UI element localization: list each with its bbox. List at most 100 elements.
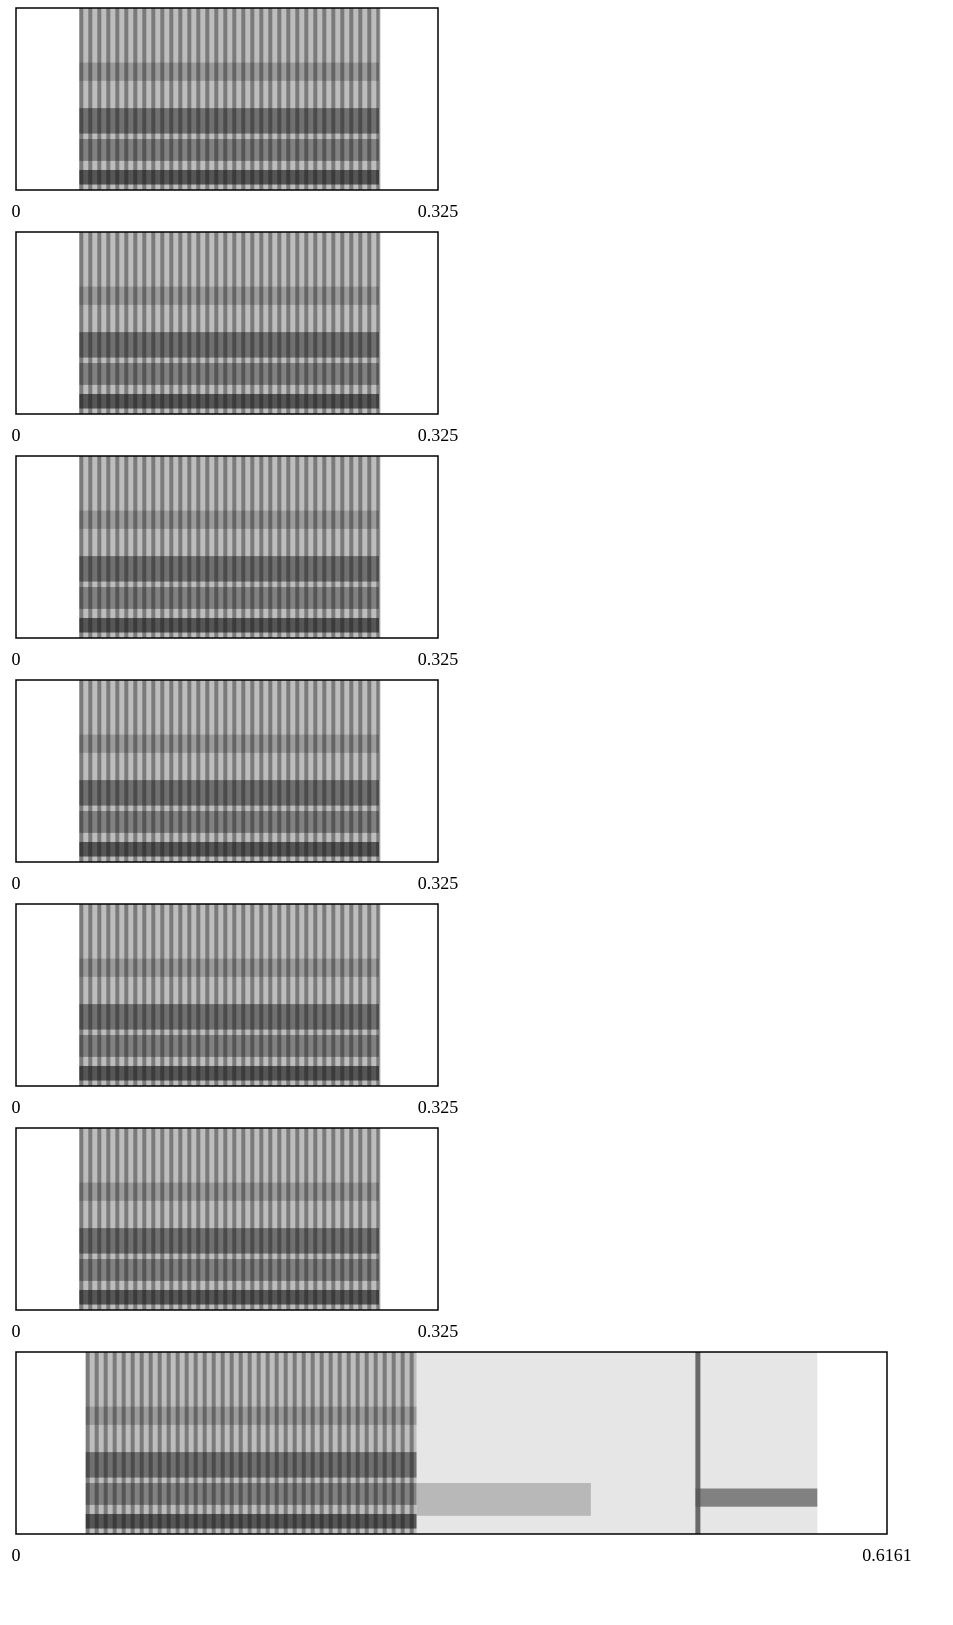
formant-band — [79, 959, 379, 977]
striation — [268, 456, 272, 638]
striation — [313, 456, 317, 638]
striation — [250, 680, 254, 862]
striation — [295, 1128, 299, 1310]
striation — [277, 456, 281, 638]
striation — [196, 456, 200, 638]
striation — [223, 8, 227, 190]
striation — [295, 456, 299, 638]
striation — [349, 1128, 353, 1310]
striation — [250, 8, 254, 190]
spectrogram — [79, 8, 380, 190]
striation — [212, 1352, 216, 1534]
striation — [79, 456, 83, 638]
x-tick-label: 0.325 — [418, 873, 459, 893]
striation — [367, 8, 371, 190]
formant-band — [79, 780, 379, 805]
striation — [349, 456, 353, 638]
striation — [115, 456, 119, 638]
striation — [151, 8, 155, 190]
striation — [358, 8, 362, 190]
striation — [376, 904, 380, 1086]
striation — [169, 8, 173, 190]
formant-band — [79, 511, 379, 529]
striation — [268, 8, 272, 190]
striation — [304, 680, 308, 862]
formant-band — [86, 1514, 417, 1529]
striation — [142, 904, 146, 1086]
striation — [169, 1128, 173, 1310]
striation — [97, 8, 101, 190]
striation — [97, 680, 101, 862]
striation — [214, 680, 218, 862]
striation — [304, 456, 308, 638]
formant-band — [79, 1259, 379, 1281]
striation — [275, 1352, 279, 1534]
striation — [295, 680, 299, 862]
striation — [293, 1352, 297, 1534]
striation — [259, 680, 263, 862]
striation — [365, 1352, 369, 1534]
striation — [232, 8, 236, 190]
striation — [340, 456, 344, 638]
striation — [304, 232, 308, 414]
striation — [167, 1352, 171, 1534]
striation — [241, 680, 245, 862]
striation — [106, 8, 110, 190]
striation — [214, 1128, 218, 1310]
striation — [376, 1128, 380, 1310]
striation — [196, 904, 200, 1086]
striation — [196, 8, 200, 190]
striation — [142, 1128, 146, 1310]
striation — [311, 1352, 315, 1534]
striation — [187, 904, 191, 1086]
striation — [178, 232, 182, 414]
striation — [329, 1352, 333, 1534]
striation — [106, 904, 110, 1086]
striation — [115, 904, 119, 1086]
x-tick-label: 0.325 — [418, 649, 459, 669]
striation — [79, 8, 83, 190]
formant-band — [79, 1035, 379, 1057]
striation — [160, 456, 164, 638]
striation — [259, 232, 263, 414]
formant-band — [79, 1228, 379, 1253]
striation — [223, 232, 227, 414]
striation — [178, 8, 182, 190]
x-tick-label: 0.325 — [418, 425, 459, 445]
striation — [358, 456, 362, 638]
striation — [286, 904, 290, 1086]
striation — [97, 232, 101, 414]
striation — [223, 1128, 227, 1310]
striation — [196, 680, 200, 862]
formant-band — [79, 587, 379, 609]
striation — [250, 456, 254, 638]
striation — [259, 904, 263, 1086]
striation — [160, 904, 164, 1086]
striation — [169, 680, 173, 862]
striation — [374, 1352, 378, 1534]
striation — [322, 8, 326, 190]
striation — [232, 232, 236, 414]
striation — [295, 904, 299, 1086]
striation — [214, 232, 218, 414]
formant-band — [79, 287, 379, 305]
striation — [349, 232, 353, 414]
striation — [160, 1128, 164, 1310]
striation — [97, 1128, 101, 1310]
striation — [286, 232, 290, 414]
striation — [410, 1352, 414, 1534]
striation — [115, 232, 119, 414]
striation — [358, 680, 362, 862]
striation — [140, 1352, 144, 1534]
striation — [95, 1352, 99, 1534]
striation — [160, 232, 164, 414]
striation — [133, 232, 137, 414]
striation — [376, 680, 380, 862]
striation — [376, 8, 380, 190]
striation — [221, 1352, 225, 1534]
striation — [223, 680, 227, 862]
striation — [304, 8, 308, 190]
striation — [340, 1128, 344, 1310]
striation — [347, 1352, 351, 1534]
striation — [151, 680, 155, 862]
